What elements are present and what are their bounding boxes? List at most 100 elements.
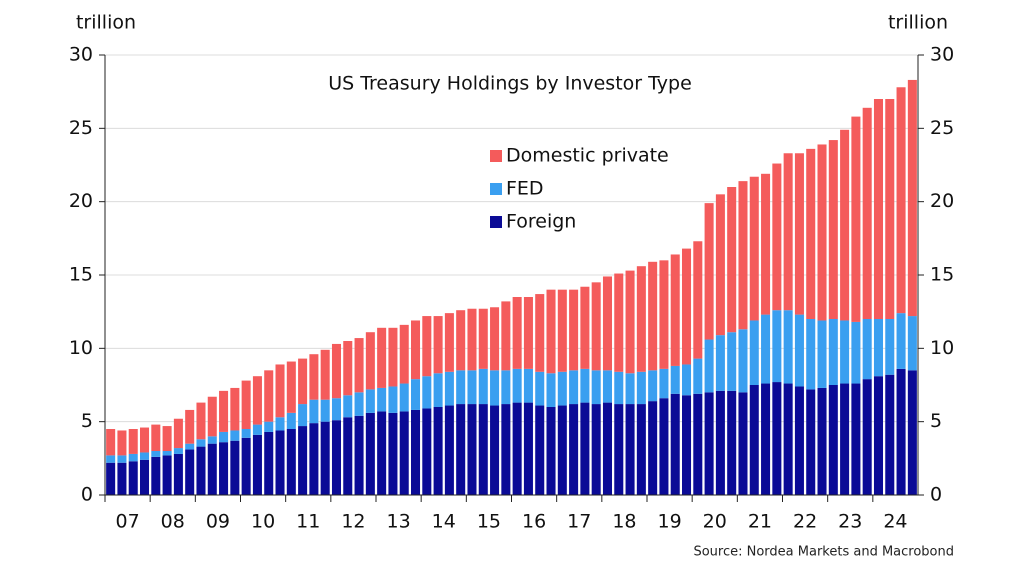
y-tick-label: 15 bbox=[69, 264, 93, 286]
bar-segment bbox=[636, 266, 646, 372]
bar-segment bbox=[828, 140, 838, 319]
bar-segment bbox=[602, 402, 612, 495]
bar-segment bbox=[219, 442, 229, 495]
bar-segment bbox=[173, 448, 183, 454]
bar-segment bbox=[580, 402, 590, 495]
bar-segment bbox=[840, 383, 850, 495]
bar-segment bbox=[377, 387, 387, 412]
bar-segment bbox=[286, 361, 296, 413]
bar-segment bbox=[298, 404, 308, 427]
bar-segment bbox=[456, 310, 466, 371]
bar-segment bbox=[749, 385, 759, 495]
bar-segment bbox=[738, 329, 748, 393]
bar-segment bbox=[433, 316, 443, 374]
bar-segment bbox=[523, 368, 533, 403]
bar-segment bbox=[162, 426, 172, 451]
bar-segment bbox=[546, 373, 556, 407]
bar-segment bbox=[715, 194, 725, 336]
bar-segment bbox=[851, 321, 861, 384]
bar-segment bbox=[794, 386, 804, 495]
bar-segment bbox=[896, 368, 906, 495]
x-tick-label: 20 bbox=[703, 511, 727, 533]
source: Source: Nordea Markets and Macrobond bbox=[693, 545, 954, 560]
bar-segment bbox=[422, 408, 432, 495]
bar-segment bbox=[501, 370, 511, 405]
bar-segment bbox=[343, 417, 353, 495]
bar-segment bbox=[196, 439, 206, 447]
bar-segment bbox=[411, 379, 421, 410]
bar-segment bbox=[467, 308, 477, 371]
bar-segment bbox=[467, 404, 477, 495]
bar-segment bbox=[614, 371, 624, 405]
bar-segment bbox=[241, 429, 251, 438]
bar-segment bbox=[806, 319, 816, 390]
bar-segment bbox=[230, 387, 240, 431]
bar-segment bbox=[320, 421, 330, 495]
bar-segment bbox=[264, 370, 274, 422]
bar-segment bbox=[444, 371, 454, 406]
bar-segment bbox=[602, 370, 612, 403]
bar-segment bbox=[783, 383, 793, 495]
bar-segment bbox=[422, 376, 432, 409]
bar-segment bbox=[411, 320, 421, 380]
bar-segment bbox=[772, 163, 782, 311]
bar-segment bbox=[286, 412, 296, 429]
x-tick-label: 17 bbox=[567, 511, 591, 533]
legend-swatch bbox=[490, 183, 502, 195]
bar-segment bbox=[275, 364, 285, 418]
bar-segment bbox=[772, 310, 782, 383]
bar-segment bbox=[207, 443, 217, 495]
bar-segment bbox=[659, 398, 669, 495]
legend-label: FED bbox=[506, 178, 544, 200]
x-tick-label: 07 bbox=[115, 511, 139, 533]
bar-segment bbox=[749, 320, 759, 385]
bar-segment bbox=[569, 370, 579, 405]
bar-segment bbox=[693, 393, 703, 495]
x-tick-label: 12 bbox=[341, 511, 365, 533]
bar-segment bbox=[241, 380, 251, 429]
bar-segment bbox=[614, 273, 624, 372]
bar-segment bbox=[806, 389, 816, 495]
bar-segment bbox=[682, 364, 692, 396]
bar-segment bbox=[490, 307, 500, 371]
y-tick-label: 5 bbox=[81, 410, 93, 432]
bar-segment bbox=[648, 401, 658, 495]
bar-segment bbox=[467, 370, 477, 405]
bar-segment bbox=[512, 402, 522, 495]
bar-segment bbox=[298, 358, 308, 405]
bar-segment bbox=[851, 383, 861, 495]
bar-segment bbox=[738, 181, 748, 330]
bar-segment bbox=[230, 430, 240, 441]
bar-segment bbox=[151, 424, 161, 451]
bar-segment bbox=[670, 365, 680, 394]
bar-segment bbox=[399, 324, 409, 384]
bar-segment bbox=[580, 368, 590, 403]
bar-segment bbox=[535, 294, 545, 372]
x-tick-label: 14 bbox=[432, 511, 456, 533]
bar-segment bbox=[535, 371, 545, 406]
bar-segment bbox=[693, 241, 703, 359]
bar-segment bbox=[140, 452, 150, 460]
bar-segment bbox=[309, 423, 319, 495]
bar-segment bbox=[275, 417, 285, 431]
bar-segment bbox=[738, 392, 748, 495]
bar-segment bbox=[557, 289, 567, 372]
legend-label: Foreign bbox=[506, 211, 576, 233]
bar-segment bbox=[670, 254, 680, 366]
bar-segment bbox=[557, 405, 567, 495]
bar-segment bbox=[704, 203, 714, 340]
bar-segment bbox=[873, 319, 883, 377]
bar-segment bbox=[512, 368, 522, 403]
bar-segment bbox=[862, 107, 872, 319]
bar-segment bbox=[196, 402, 206, 440]
bar-segment bbox=[625, 404, 635, 495]
bar-segment bbox=[230, 440, 240, 495]
bar-segment bbox=[478, 404, 488, 495]
bar-segment bbox=[264, 421, 274, 432]
y2-tick-label: 10 bbox=[930, 337, 954, 359]
bar-segment bbox=[252, 434, 262, 495]
bar-segment bbox=[704, 339, 714, 393]
x-tick-label: 22 bbox=[793, 511, 817, 533]
bar-segment bbox=[580, 286, 590, 369]
bar-segment bbox=[602, 276, 612, 371]
